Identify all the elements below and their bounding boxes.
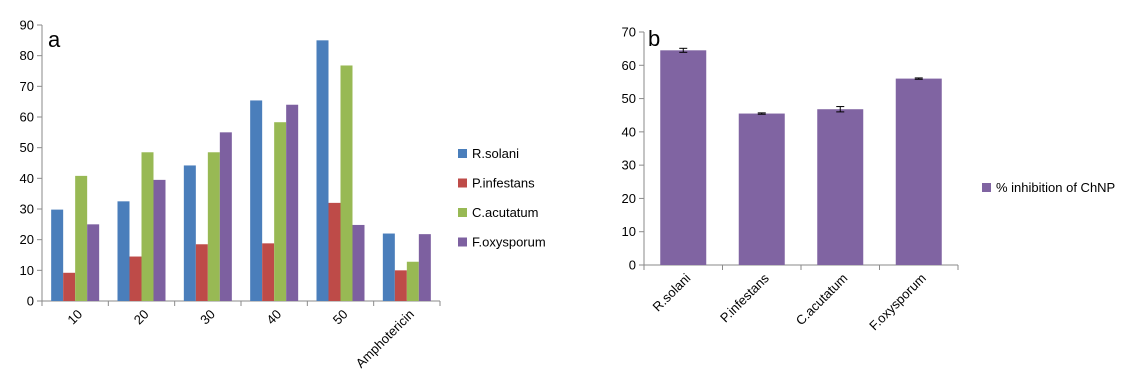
bar-p-infestans-10	[63, 272, 76, 301]
x-tick-label: C.acutatum	[793, 271, 851, 329]
bar-r-solani-20	[117, 201, 130, 301]
bar-f-oxysporum-30	[219, 132, 232, 301]
y-tick-label: 40	[20, 171, 34, 186]
legend-swatch-c-acutatum	[458, 208, 467, 217]
bar-inhibition-of-chnp-f-oxysporum	[895, 78, 942, 265]
bar-inhibition-of-chnp-r-solani	[660, 50, 707, 265]
x-tick-label: P.infestans	[717, 270, 772, 325]
bar-f-oxysporum-10	[87, 224, 100, 301]
legend: R.solani P.infestans C.acutatum F.oxysporum	[458, 146, 546, 250]
panel-label: a	[48, 27, 61, 52]
legend-swatch-inhibition-of-chnp	[982, 183, 991, 192]
bar-inhibition-of-chnp-p-infestans	[738, 113, 785, 265]
legend-swatch-p-infestans	[458, 178, 467, 188]
x-tick-label: 40	[263, 307, 284, 328]
y-tick-label: 70	[622, 25, 636, 40]
x-tick-label: R.solani	[650, 270, 694, 314]
y-tick-label: 30	[622, 158, 636, 173]
y-tick-label: 50	[20, 140, 34, 155]
x-tick-label: 30	[197, 307, 218, 328]
legend: % inhibition of ChNP	[982, 180, 1115, 195]
bar-p-infestans-50	[328, 202, 341, 301]
bar-c-acutatum-30	[207, 152, 220, 301]
chart-panel-b: 0 10 20 30 40 50 60 70 R.solani P.infestans C.acut…	[622, 25, 1116, 334]
bar-inhibition-of-chnp-c-acutatum	[817, 109, 864, 265]
y-tick-label: 40	[622, 124, 636, 139]
bar-c-acutatum-40	[274, 122, 287, 301]
y-tick-label: 60	[20, 110, 34, 125]
bar-p-infestans-amphotericin	[394, 270, 407, 301]
x-tick-label: 20	[131, 307, 152, 328]
bar-c-acutatum-10	[75, 175, 88, 301]
y-tick-label: 50	[622, 91, 636, 106]
legend-label: R.solani	[472, 146, 519, 161]
bar-r-solani-30	[183, 165, 196, 301]
x-tick-label: Amphotericin	[353, 307, 417, 371]
y-tick-label: 70	[20, 79, 34, 94]
y-tick-label: 30	[20, 202, 34, 217]
legend-swatch-r-solani	[458, 149, 467, 158]
legend-label: % inhibition of ChNP	[996, 180, 1115, 195]
bar-c-acutatum-amphotericin	[406, 261, 419, 301]
legend-label: F.oxysporum	[472, 235, 546, 250]
bar-r-solani-40	[250, 100, 263, 301]
x-tick-label: 50	[330, 307, 351, 328]
y-tick-label: 90	[20, 18, 34, 33]
bar-p-infestans-20	[129, 256, 142, 301]
bar-f-oxysporum-40	[286, 104, 299, 301]
bar-p-infestans-40	[262, 243, 275, 301]
bar-f-oxysporum-amphotericin	[418, 234, 431, 301]
panel-label: b	[648, 26, 660, 51]
x-tick-label: F.oxysporum	[866, 271, 929, 334]
y-tick-label: 60	[622, 58, 636, 73]
legend-label: C.acutatum	[472, 205, 538, 220]
y-tick-label: 20	[622, 191, 636, 206]
bar-f-oxysporum-20	[153, 179, 166, 301]
bar-r-solani-50	[316, 40, 329, 301]
legend-label: P.infestans	[472, 176, 535, 191]
x-tick-label: 10	[64, 307, 85, 328]
y-tick-label: 0	[629, 258, 636, 273]
bar-p-infestans-30	[195, 244, 208, 301]
bar-f-oxysporum-50	[352, 224, 365, 301]
legend-swatch-f-oxysporum	[458, 237, 467, 247]
y-tick-label: 80	[20, 48, 34, 63]
bar-c-acutatum-50	[340, 65, 353, 301]
y-tick-label: 10	[622, 224, 636, 239]
bar-r-solani-amphotericin	[382, 233, 395, 301]
y-tick-label: 20	[20, 232, 34, 247]
bar-r-solani-10	[51, 209, 64, 301]
bar-c-acutatum-20	[141, 152, 154, 301]
y-tick-label: 0	[27, 294, 34, 309]
y-tick-label: 10	[20, 263, 34, 278]
